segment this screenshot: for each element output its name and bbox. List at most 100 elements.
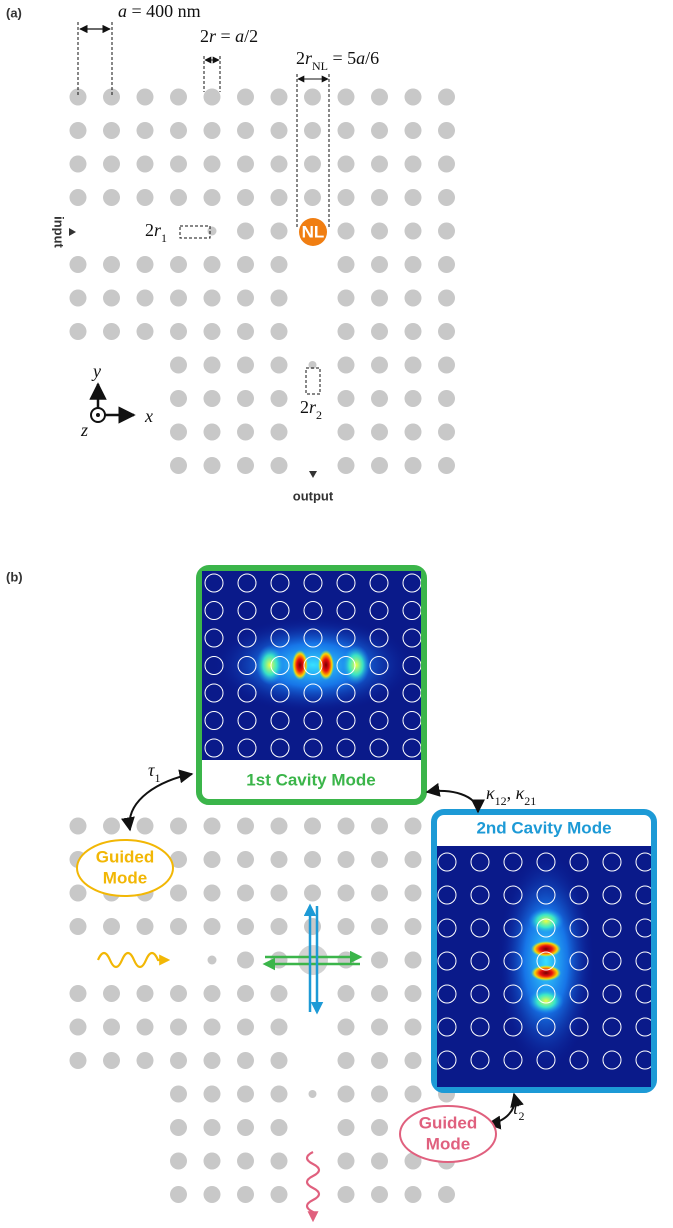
field-map [202, 571, 421, 760]
rod [204, 918, 221, 935]
rod [170, 1052, 187, 1069]
rod [204, 851, 221, 868]
rod [371, 357, 388, 374]
cavity-label: 1st Cavity Mode [246, 770, 375, 789]
rod [137, 1052, 154, 1069]
rod [338, 122, 355, 139]
axis-z-label: z [80, 420, 88, 440]
rod [70, 918, 87, 935]
rod [137, 985, 154, 1002]
rod [271, 457, 288, 474]
rod [338, 156, 355, 173]
rod [438, 122, 455, 139]
rod [170, 89, 187, 106]
rod [371, 918, 388, 935]
rod [371, 818, 388, 835]
rod [371, 122, 388, 139]
axis-x-label: x [144, 406, 153, 426]
rod [304, 918, 321, 935]
rod [371, 390, 388, 407]
rod [438, 156, 455, 173]
rod [204, 357, 221, 374]
rod [405, 290, 422, 307]
panel-label: (a) [6, 5, 22, 20]
rod [371, 323, 388, 340]
rod [438, 457, 455, 474]
rod [371, 1019, 388, 1036]
rod [405, 390, 422, 407]
rod [338, 290, 355, 307]
rod [237, 357, 254, 374]
rod [137, 156, 154, 173]
rod [237, 985, 254, 1002]
nl-radius: 2rNL = 5a/6 [296, 48, 379, 73]
rod [371, 290, 388, 307]
rod [371, 952, 388, 969]
rod [237, 952, 254, 969]
rod [338, 818, 355, 835]
rod [103, 985, 120, 1002]
rod [271, 256, 288, 273]
rod [170, 424, 187, 441]
rod [371, 851, 388, 868]
rod [405, 223, 422, 240]
rod [405, 918, 422, 935]
rod [204, 985, 221, 1002]
rod [204, 1119, 221, 1136]
rod [237, 256, 254, 273]
rod [438, 89, 455, 106]
rod [405, 424, 422, 441]
rod [338, 1153, 355, 1170]
rod [405, 985, 422, 1002]
rod [338, 357, 355, 374]
rod [70, 1019, 87, 1036]
rod [170, 457, 187, 474]
rod [438, 290, 455, 307]
rod [338, 457, 355, 474]
coupling-arrow [488, 1094, 515, 1124]
rod [70, 985, 87, 1002]
rod [405, 323, 422, 340]
rod [137, 918, 154, 935]
rod [70, 256, 87, 273]
rod [204, 290, 221, 307]
rod [338, 89, 355, 106]
input-wave [98, 953, 168, 967]
rod [170, 357, 187, 374]
rod [170, 818, 187, 835]
rod [304, 189, 321, 206]
rod [371, 1119, 388, 1136]
rod [405, 818, 422, 835]
rod [204, 256, 221, 273]
rod [304, 122, 321, 139]
rod [271, 89, 288, 106]
cavity-label: 2nd Cavity Mode [476, 818, 611, 837]
guided-mode-label: Guided [96, 847, 155, 866]
rod [103, 1052, 120, 1069]
rod [170, 390, 187, 407]
rod [371, 457, 388, 474]
rod [70, 189, 87, 206]
rod [271, 290, 288, 307]
r1-label: 2r1 [145, 220, 167, 245]
rod [271, 885, 288, 902]
rod [237, 1086, 254, 1103]
rod [405, 89, 422, 106]
figure: (a) a = 400 nm 2r = a/2 2rNL = 5a/6 inpu… [0, 0, 673, 1228]
rod [70, 290, 87, 307]
rod [237, 918, 254, 935]
dim-box [306, 368, 320, 394]
rod [271, 918, 288, 935]
rod [237, 89, 254, 106]
rod [438, 424, 455, 441]
rod [405, 256, 422, 273]
rod [237, 1019, 254, 1036]
rod [237, 390, 254, 407]
rod [237, 851, 254, 868]
nl-rod [298, 945, 328, 975]
rod [170, 156, 187, 173]
rod [371, 885, 388, 902]
rod [204, 424, 221, 441]
rod [338, 1086, 355, 1103]
rod [204, 1153, 221, 1170]
